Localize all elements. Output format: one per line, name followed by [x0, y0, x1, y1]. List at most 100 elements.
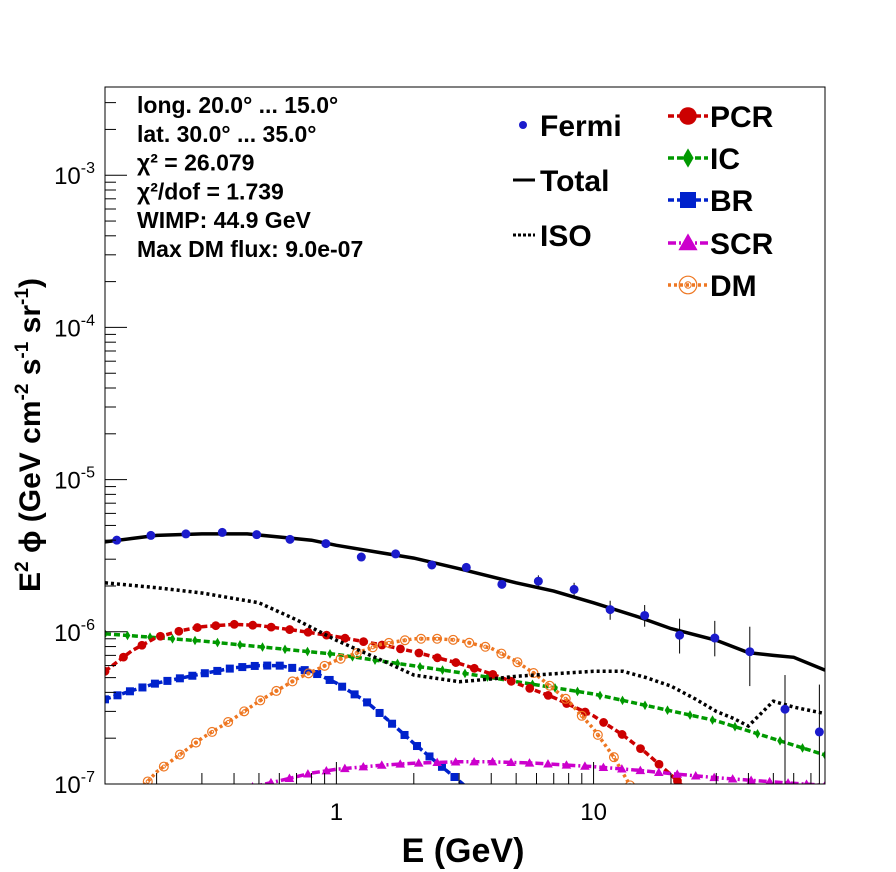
dm-marker-dot: [177, 752, 183, 757]
ic-marker: [732, 721, 738, 732]
dm-marker-ring: [576, 710, 587, 721]
pcr-series: [105, 619, 701, 803]
dm-marker-ring: [383, 637, 394, 648]
legend-item-br: BR: [668, 185, 754, 218]
fermi-marker: [533, 576, 543, 586]
dm-marker-dot: [483, 644, 488, 649]
pcr-marker: [285, 625, 295, 634]
ic-marker: [709, 715, 716, 725]
dm-marker-dot: [145, 779, 150, 784]
dm-marker-ring: [544, 680, 555, 691]
pcr-marker: [359, 637, 368, 646]
legend-label-total: Total: [540, 165, 609, 198]
dm-marker-ring: [127, 794, 136, 803]
info-line: lat. 30.0° ... 35.0°: [137, 121, 317, 147]
dm-marker-ring: [255, 695, 266, 706]
dm-marker-dot: [209, 729, 215, 735]
info-line: Max DM flux: 9.0e-07: [137, 236, 363, 262]
scr-marker: [321, 765, 332, 775]
pcr-marker: [654, 759, 664, 769]
pcr-marker: [580, 707, 590, 717]
fermi-point: [640, 605, 650, 627]
ic-marker: [259, 642, 266, 652]
dm-marker-ring: [287, 676, 298, 687]
fermi-marker: [675, 630, 685, 640]
dm-marker-dot: [467, 640, 472, 645]
ic-marker: [327, 649, 333, 659]
dm-marker: [544, 680, 555, 691]
fermi-point: [710, 620, 720, 657]
pcr-marker: [451, 658, 461, 667]
x-tick-label: 10: [580, 799, 607, 826]
br-marker: [475, 795, 483, 803]
scr-marker: [727, 774, 738, 783]
legend-label-iso: ISO: [540, 220, 592, 253]
dm-marker: [560, 693, 571, 704]
pcr-marker: [229, 619, 239, 629]
pcr-marker: [414, 648, 424, 658]
dm-marker: [271, 685, 282, 696]
fermi-marker: [427, 560, 437, 570]
dm-marker: [174, 749, 185, 760]
scr-marker: [413, 758, 424, 767]
legend-label-scr: SCR: [710, 228, 774, 261]
dm-marker: [239, 706, 250, 717]
pcr-marker: [211, 621, 221, 631]
br-marker: [263, 661, 272, 670]
info-line: long. 20.0° ... 15.0°: [137, 92, 338, 118]
br-marker: [313, 670, 322, 679]
dm-marker-ring: [351, 648, 362, 659]
pcr-marker: [692, 794, 701, 803]
dm-marker-ring: [399, 635, 410, 646]
legend-label-pcr: PCR: [710, 101, 774, 134]
dm-marker: [190, 737, 201, 748]
br-marker: [680, 192, 696, 208]
legend-label-fermi: Fermi: [540, 110, 622, 143]
dm-marker: [319, 660, 330, 671]
scr-marker: [543, 759, 553, 768]
pcr-marker: [119, 652, 128, 662]
legend-item-ic: IC: [668, 143, 740, 176]
br-marker: [150, 679, 159, 688]
dm-marker-dot: [322, 663, 327, 668]
info-line: χ² = 26.079: [137, 150, 254, 176]
ic-marker: [304, 646, 311, 657]
scr-marker: [672, 769, 683, 778]
dm-marker-ring: [496, 648, 507, 659]
dm-marker: [625, 780, 635, 784]
fermi-point: [814, 684, 824, 784]
dm-marker-ring: [678, 275, 698, 295]
dm-marker: [576, 710, 587, 721]
y-tick-label: 10-7: [54, 769, 95, 799]
dm-marker: [642, 813, 651, 822]
dm-marker-dot: [370, 645, 375, 650]
x-axis-label: E (GeV): [402, 832, 525, 870]
scr-marker: [267, 777, 275, 784]
axes: 1 10 10-7 10-6 10-5 10-4 10-3: [54, 102, 812, 826]
legend-fermi-marker: [519, 121, 527, 129]
fermi-point: [217, 527, 227, 537]
scr-marker: [580, 761, 590, 770]
dm-marker-dot: [193, 740, 199, 745]
pcr-marker: [525, 683, 535, 693]
pcr-marker: [506, 676, 516, 686]
dm-marker: [480, 641, 491, 652]
legend: Fermi Total ISO PCR IC BR SCR DM: [513, 101, 774, 303]
fermi-marker: [710, 633, 720, 643]
br-marker: [138, 683, 147, 692]
fermi-marker: [745, 647, 755, 657]
ic-marker: [214, 637, 221, 648]
dm-marker-dot: [547, 683, 552, 688]
br-marker: [425, 752, 434, 761]
fermi-marker: [814, 727, 824, 737]
fermi-marker: [461, 562, 471, 572]
pcr-marker: [303, 627, 313, 637]
fermi-marker: [640, 610, 650, 620]
fermi-point: [497, 579, 507, 589]
ic-marker: [462, 668, 468, 679]
y-tick-label: 10-6: [54, 617, 95, 647]
dm-marker: [127, 794, 136, 803]
dm-marker-ring: [528, 668, 539, 679]
dm-marker: [399, 635, 410, 646]
